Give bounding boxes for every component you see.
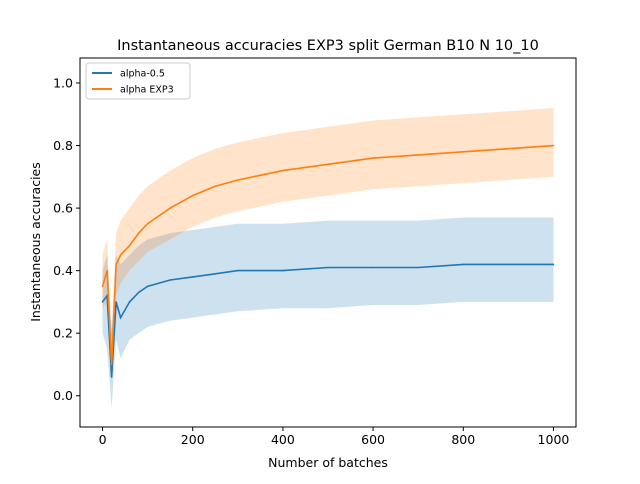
y-tick-label: 0.4	[53, 263, 73, 278]
band-alpha-exp3	[102, 108, 554, 384]
x-tick-label: 200	[181, 432, 205, 447]
point-alpha-0-5	[214, 273, 217, 275]
x-tick-label: 1000	[538, 432, 570, 447]
point-alpha-0-5	[146, 285, 149, 288]
series-lines	[101, 144, 555, 378]
point-alpha-exp3	[214, 185, 217, 187]
point-alpha-exp3	[106, 269, 108, 272]
point-alpha-0-5	[115, 301, 117, 303]
legend-label-alpha-exp3: alpha EXP3	[120, 85, 174, 96]
point-alpha-exp3	[282, 169, 284, 172]
point-alpha-0-5	[101, 301, 104, 303]
x-tick-label: 0	[99, 432, 107, 447]
point-alpha-exp3	[128, 244, 131, 247]
point-alpha-exp3	[146, 222, 149, 225]
point-alpha-exp3	[115, 263, 117, 266]
point-alpha-exp3	[101, 285, 104, 288]
y-tick-label: 0.6	[53, 201, 73, 216]
point-alpha-0-5	[282, 269, 284, 272]
y-tick-label: 1.0	[53, 76, 73, 91]
plot-frame	[79, 57, 577, 428]
point-alpha-0-5	[552, 263, 555, 266]
x-axis-ticks: 0 200 400 600 800 1000	[99, 427, 570, 447]
point-alpha-0-5	[372, 266, 374, 269]
point-alpha-0-5	[128, 301, 131, 303]
y-tick-label: 0.0	[53, 388, 73, 403]
legend-label-alpha-0-5: alpha-0.5	[120, 69, 165, 80]
point-alpha-0-5	[327, 266, 329, 269]
point-alpha-exp3	[237, 179, 239, 181]
y-axis-label: Instantaneous accuracies	[28, 162, 43, 322]
point-alpha-exp3	[507, 147, 510, 150]
point-alpha-0-5	[507, 263, 510, 266]
y-tick-label: 0.2	[53, 326, 73, 341]
point-alpha-exp3	[372, 157, 374, 159]
point-alpha-0-5	[110, 376, 113, 378]
point-alpha-0-5	[191, 276, 194, 278]
point-alpha-0-5	[237, 269, 239, 272]
point-alpha-exp3	[110, 363, 113, 366]
chart-title: Instantaneous accuracies EXP3 split Germ…	[117, 38, 539, 54]
point-alpha-0-5	[169, 279, 171, 281]
legend: alpha-0.5 alpha EXP3	[85, 62, 191, 100]
point-alpha-exp3	[169, 207, 171, 209]
x-tick-label: 400	[271, 432, 295, 447]
point-alpha-exp3	[327, 163, 329, 166]
point-alpha-exp3	[191, 194, 194, 197]
x-tick-label: 800	[451, 432, 475, 447]
point-alpha-exp3	[552, 144, 555, 147]
point-alpha-0-5	[119, 316, 122, 319]
x-axis-label: Number of batches	[268, 455, 388, 470]
x-tick-label: 600	[361, 432, 385, 447]
point-alpha-exp3	[119, 254, 122, 256]
point-alpha-exp3	[417, 154, 420, 156]
y-axis-ticks: 0.0 0.2 0.4 0.6 0.8 1.0	[53, 76, 80, 403]
point-alpha-0-5	[137, 291, 140, 294]
point-alpha-exp3	[462, 151, 465, 153]
point-alpha-exp3	[137, 232, 140, 234]
y-tick-label: 0.8	[53, 138, 73, 153]
point-alpha-0-5	[462, 263, 465, 266]
point-alpha-0-5	[417, 266, 420, 269]
